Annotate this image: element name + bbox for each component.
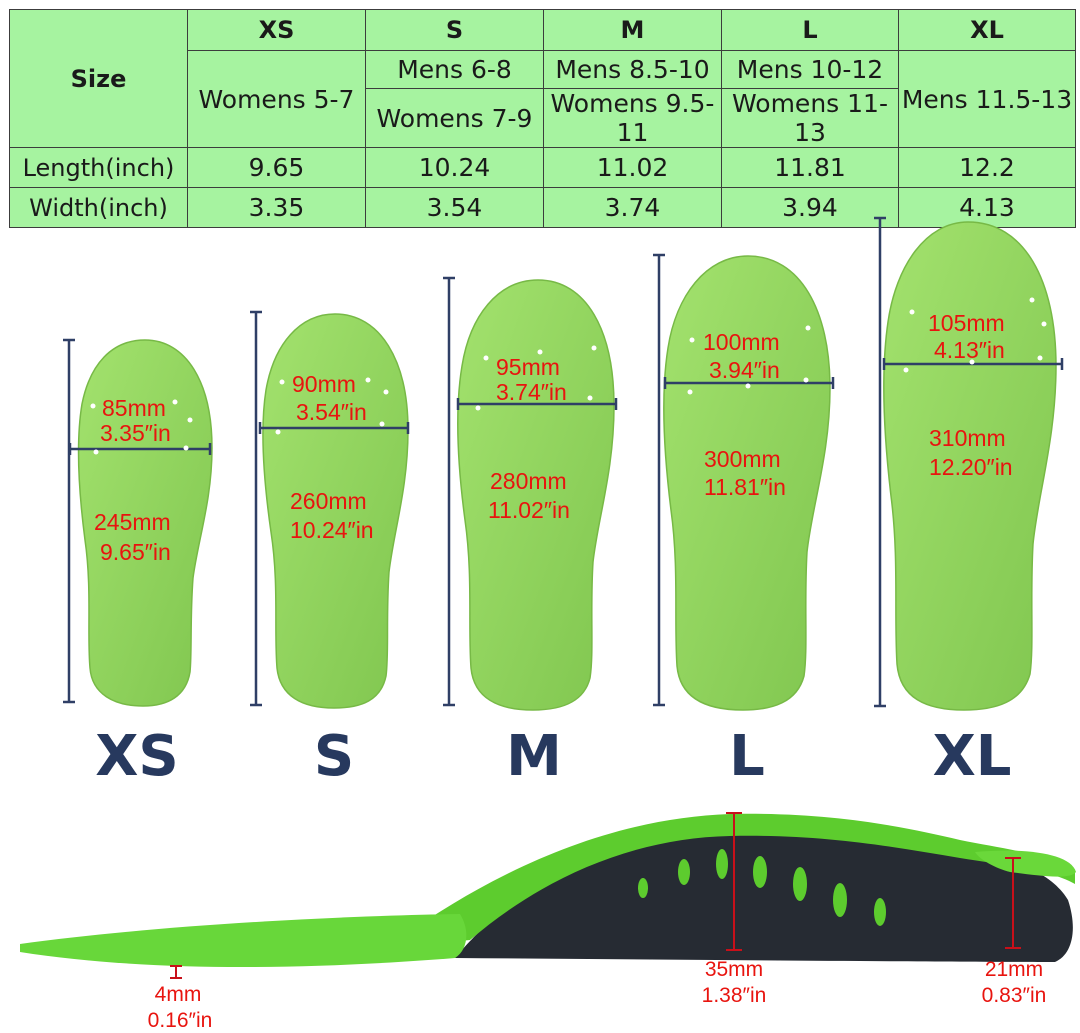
insole-size-illustration: 85mm 3.35″in 245mm 9.65″in XS 90mm 3.54″…: [63, 216, 1064, 789]
width-in-xl: 4.13″in: [934, 337, 1005, 363]
toe-height-in: 0.16″in: [148, 1009, 213, 1032]
insole-s: 90mm 3.54″in 260mm 10.24″in S: [250, 310, 410, 789]
insole-xs: 85mm 3.35″in 245mm 9.65″in XS: [63, 338, 213, 789]
insole-arch-base: [455, 827, 1073, 962]
size-chart-table: Size XS S M L XL Womens 5-7 Mens 6-8 Men…: [9, 9, 1076, 228]
length-mm-s: 260mm: [290, 488, 367, 514]
heel-height-mm: 21mm: [985, 958, 1043, 981]
length-in-m: 11.02″in: [488, 497, 570, 523]
width-in-s: 3.54″in: [296, 399, 367, 425]
size-label-s: S: [314, 724, 354, 789]
fit-xs: Womens 5-7: [187, 50, 366, 148]
width-mm-m: 95mm: [496, 354, 560, 380]
length-in-s: 10.24″in: [290, 517, 374, 543]
insole-m-shape: [456, 279, 615, 711]
width-in-xs: 3.35″in: [100, 420, 171, 446]
width-xs: 3.35: [187, 187, 366, 228]
perforation-dots: [90, 297, 1047, 455]
width-mm-xs: 85mm: [102, 395, 166, 421]
length-xl: 12.2: [898, 147, 1076, 188]
width-in-m: 3.74″in: [496, 379, 567, 405]
size-s-header: S: [365, 9, 544, 51]
length-mm-m: 280mm: [490, 468, 567, 494]
ventilation-holes: [638, 849, 886, 926]
fit-l-mens: Mens 10-12: [721, 50, 899, 89]
length-m: 11.02: [543, 147, 722, 188]
length-xs: 9.65: [187, 147, 366, 188]
size-xl-header: XL: [898, 9, 1076, 51]
size-l-header: L: [721, 9, 899, 51]
width-in-l: 3.94″in: [709, 357, 780, 383]
fit-l-womens: Womens 11-13: [721, 88, 899, 148]
size-label-xs: XS: [95, 724, 179, 789]
insole-toe-flat: [20, 914, 467, 967]
width-l: 3.94: [721, 187, 899, 228]
size-xs-header: XS: [187, 9, 366, 51]
width-mm-l: 100mm: [703, 329, 780, 355]
size-label-l: L: [729, 724, 765, 789]
length-in-l: 11.81″in: [704, 474, 786, 500]
insole-m: 95mm 3.74″in 280mm 11.02″in M: [443, 276, 618, 789]
insole-xl: 105mm 4.13″in 310mm 12.20″in XL: [874, 216, 1064, 789]
heel-height-in: 0.83″in: [982, 984, 1047, 1007]
insole-top-layer: [22, 813, 1075, 955]
fit-s-womens: Womens 7-9: [365, 88, 544, 148]
width-mm-s: 90mm: [292, 371, 356, 397]
height-markers: [170, 812, 1021, 979]
toe-height-mm: 4mm: [155, 983, 202, 1006]
length-label: Length(inch): [9, 147, 188, 188]
length-in-xs: 9.65″in: [100, 539, 171, 565]
fit-s-mens: Mens 6-8: [365, 50, 544, 89]
width-mm-xl: 105mm: [928, 310, 1005, 336]
length-mm-xl: 310mm: [929, 425, 1006, 451]
length-in-xl: 12.20″in: [929, 454, 1013, 480]
fit-m-mens: Mens 8.5-10: [543, 50, 722, 89]
width-m: 3.74: [543, 187, 722, 228]
length-s: 10.24: [365, 147, 544, 188]
insole-xs-shape: [77, 339, 213, 707]
arch-height-mm: 35mm: [705, 958, 763, 981]
length-mm-l: 300mm: [704, 446, 781, 472]
insole-heel-cup: [975, 850, 1076, 877]
width-label: Width(inch): [9, 187, 188, 228]
insole-s-shape: [262, 313, 409, 709]
length-mm-xs: 245mm: [94, 509, 171, 535]
length-l: 11.81: [721, 147, 899, 188]
width-s: 3.54: [365, 187, 544, 228]
insole-side-profile: 4mm 0.16″in 35mm 1.38″in 21mm 0.83″in: [20, 812, 1076, 1032]
size-m-header: M: [543, 9, 722, 51]
arch-height-in: 1.38″in: [702, 984, 767, 1007]
size-header: Size: [9, 9, 188, 148]
fit-xl: Mens 11.5-13: [898, 50, 1076, 148]
insole-l: 100mm 3.94″in 300mm 11.81″in L: [653, 253, 835, 789]
size-label-xl: XL: [933, 724, 1012, 789]
fit-m-womens: Womens 9.5-11: [543, 88, 722, 148]
size-label-m: M: [506, 724, 562, 789]
width-xl: 4.13: [898, 187, 1076, 228]
